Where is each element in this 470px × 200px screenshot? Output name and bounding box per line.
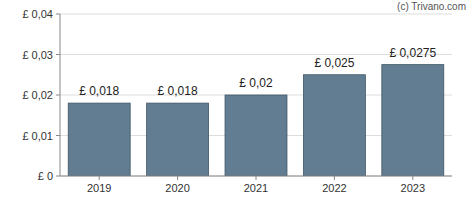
- annotation: (c) Trivano.com: [397, 1, 466, 12]
- data-label: £ 0,0275: [389, 46, 436, 60]
- data-label: £ 0,02: [239, 76, 273, 90]
- data-label: £ 0,025: [314, 56, 354, 70]
- x-tick: [412, 176, 413, 180]
- category-label: 2019: [87, 182, 111, 194]
- data-label: £ 0,018: [79, 84, 119, 98]
- x-tick: [256, 176, 257, 180]
- category-label: 2021: [244, 182, 268, 194]
- data-label: £ 0,018: [158, 84, 198, 98]
- category-label: 2020: [165, 182, 189, 194]
- x-tick: [334, 176, 335, 180]
- tick: [56, 14, 60, 15]
- tick-label: £ 0,02: [22, 89, 53, 101]
- category-label: 2023: [401, 182, 425, 194]
- tick: [56, 135, 60, 136]
- tick-label: £ 0,01: [22, 130, 53, 142]
- bars: [68, 65, 444, 176]
- y-axis: [60, 14, 61, 176]
- tick: [56, 54, 60, 55]
- x-axis: [60, 176, 452, 177]
- tick-label: £ 0,04: [22, 8, 53, 20]
- category-label: 2022: [322, 182, 346, 194]
- bar: [382, 65, 444, 176]
- tick-label: £ 0,03: [22, 49, 53, 61]
- tick: [56, 176, 60, 177]
- bar: [147, 103, 209, 176]
- tick-label: £ 0: [38, 170, 53, 182]
- bar: [303, 75, 365, 176]
- bar: [68, 103, 130, 176]
- tick: [56, 95, 60, 96]
- grid-line: [60, 14, 452, 15]
- grid-line: [60, 176, 452, 177]
- bar: [225, 95, 287, 176]
- x-tick: [177, 176, 178, 180]
- chart: £ 0 £ 0,01 £ 0,02 £ 0,03 £ 0,04 £ 0,018 2019 £ …: [0, 0, 470, 200]
- x-tick: [99, 176, 100, 180]
